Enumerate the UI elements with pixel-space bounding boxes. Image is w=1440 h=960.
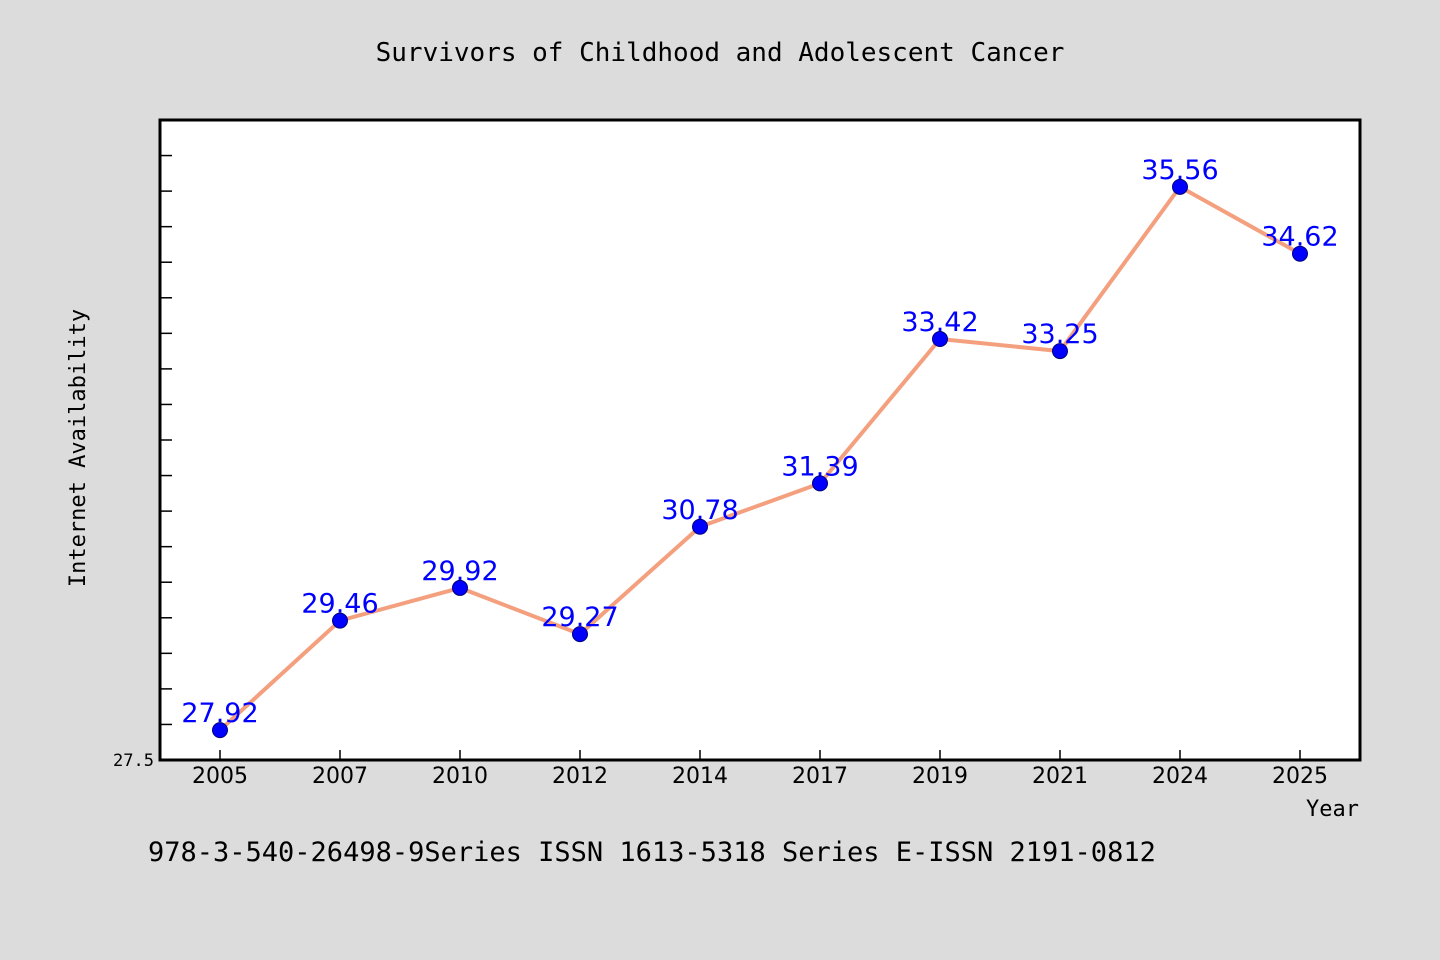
data-label: 35.56 (1141, 155, 1218, 186)
plot-area (160, 120, 1360, 760)
series-line (218, 184, 1302, 733)
data-label: 34.62 (1261, 222, 1338, 253)
data-label: 29.92 (421, 556, 498, 587)
x-tick-label: 2010 (432, 764, 488, 789)
footer-text: 978-3-540-26498-9Series ISSN 1613-5318 S… (148, 837, 1156, 868)
y-axis-ticks: 27.5 (113, 119, 172, 771)
data-label: 27.92 (181, 698, 258, 729)
data-labels: 27.92 29.46 29.92 29.27 30.78 31.39 33.42 33.25… (181, 155, 1338, 729)
data-point (1052, 343, 1068, 360)
plot-frame (158, 118, 1362, 762)
x-tick-label: 2012 (552, 764, 608, 789)
x-tick-label: 2017 (792, 764, 848, 789)
x-axis-label: Year (1306, 797, 1359, 822)
data-point (812, 475, 828, 492)
x-axis-ticks: 2005 2007 2010 2012 2014 2017 2019 2021 2024 2025 (192, 750, 1328, 789)
x-tick-label: 2014 (672, 764, 728, 789)
data-point (1172, 178, 1188, 195)
data-label: 31.39 (781, 451, 858, 482)
data-point (572, 626, 588, 643)
data-point (212, 722, 228, 739)
data-point (332, 612, 348, 629)
data-label: 30.78 (661, 495, 738, 526)
chart-title: Survivors of Childhood and Adolescent Ca… (376, 38, 1065, 68)
x-tick-label: 2007 (312, 764, 368, 789)
data-label: 33.42 (901, 307, 978, 338)
x-tick-label: 2021 (1032, 764, 1088, 789)
data-label: 33.25 (1021, 319, 1098, 350)
data-point (932, 331, 948, 348)
data-point (1292, 245, 1308, 262)
x-tick-label: 2025 (1272, 764, 1328, 789)
x-tick-label: 2005 (192, 764, 248, 789)
data-label: 29.46 (301, 589, 378, 620)
data-point (452, 579, 468, 596)
data-label: 29.27 (541, 602, 618, 633)
x-tick-label: 2024 (1152, 764, 1208, 789)
x-tick-label: 2019 (912, 764, 968, 789)
data-points (212, 178, 1308, 739)
y-axis-label: Internet Availability (66, 309, 91, 587)
y-tick-label: 27.5 (113, 751, 154, 771)
data-point (692, 518, 708, 535)
